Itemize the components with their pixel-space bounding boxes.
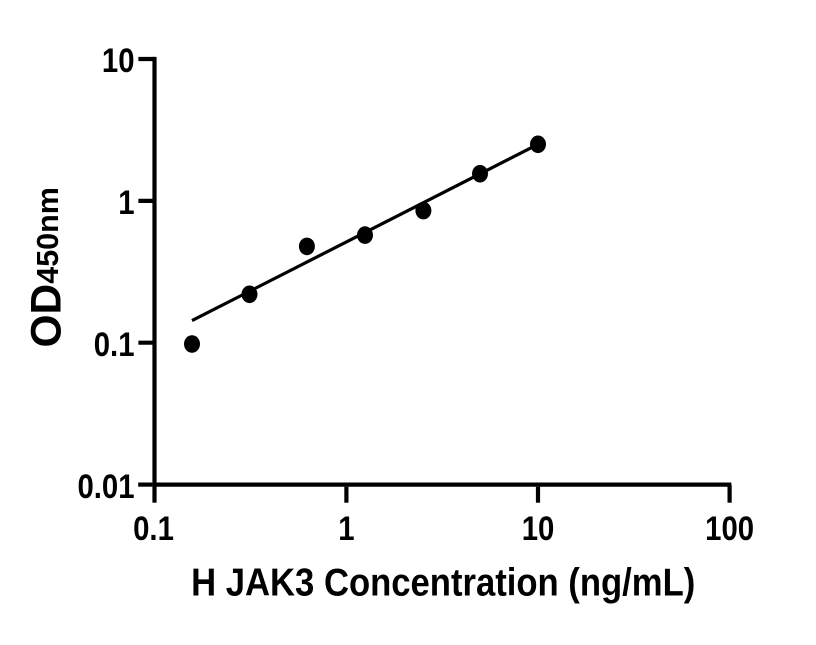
svg-text:0.1: 0.1	[94, 325, 135, 364]
svg-text:10: 10	[522, 509, 555, 548]
svg-text:1: 1	[118, 183, 134, 222]
svg-text:1: 1	[338, 509, 354, 548]
svg-text:10: 10	[102, 41, 135, 80]
svg-text:0.01: 0.01	[77, 467, 134, 506]
svg-text:100: 100	[705, 509, 754, 548]
svg-text:OD450nm: OD450nm	[23, 187, 70, 347]
svg-text:H JAK3 Concentration (ng/mL): H JAK3 Concentration (ng/mL)	[191, 561, 695, 604]
svg-text:0.1: 0.1	[133, 509, 174, 548]
